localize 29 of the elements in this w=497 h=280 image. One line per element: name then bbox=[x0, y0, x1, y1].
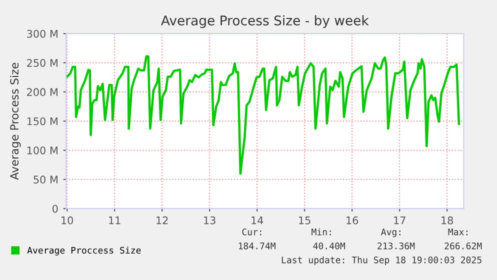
x-tick-label: 11 bbox=[109, 216, 120, 224]
x-tick-label: 17 bbox=[394, 216, 406, 224]
text: Cur: bbox=[242, 228, 262, 236]
legend-label: Average Proccess Size bbox=[27, 246, 141, 256]
line-series bbox=[66, 55, 460, 175]
x-tick-label: 10 bbox=[62, 216, 73, 224]
y-tick-label: 50 M bbox=[34, 176, 58, 184]
x-tick-label: 13 bbox=[204, 216, 216, 224]
y-tick-label: 100 M bbox=[27, 146, 58, 154]
x-tick-label: 18 bbox=[442, 216, 453, 224]
x-tick-label: 15 bbox=[299, 216, 310, 224]
y-tick-label: 150 M bbox=[27, 117, 58, 126]
x-tick-label: 12 bbox=[156, 216, 168, 224]
text: 213.36M bbox=[378, 242, 415, 250]
text: 184.74M bbox=[238, 242, 276, 250]
x-tick-label: 16 bbox=[346, 216, 358, 224]
x-tick-label: 14 bbox=[252, 216, 264, 224]
text: Min: bbox=[312, 228, 331, 236]
text: 40.40M bbox=[313, 242, 346, 250]
y-tick-label: 300 M bbox=[27, 30, 58, 38]
y-tick-label: 0 bbox=[52, 204, 58, 213]
text: Last update: Thu Sep 18 19:00:03 2025 bbox=[282, 256, 482, 266]
text: Avg: bbox=[380, 228, 400, 238]
chart-title: Average Process Size - by week bbox=[161, 15, 369, 28]
text: Max: bbox=[448, 228, 468, 236]
y-tick-label: 200 M bbox=[27, 88, 58, 96]
y-tick-label: 250 M bbox=[27, 58, 58, 67]
text: 266.62M bbox=[444, 242, 482, 250]
y-axis-title: Average Process Size bbox=[10, 62, 21, 180]
